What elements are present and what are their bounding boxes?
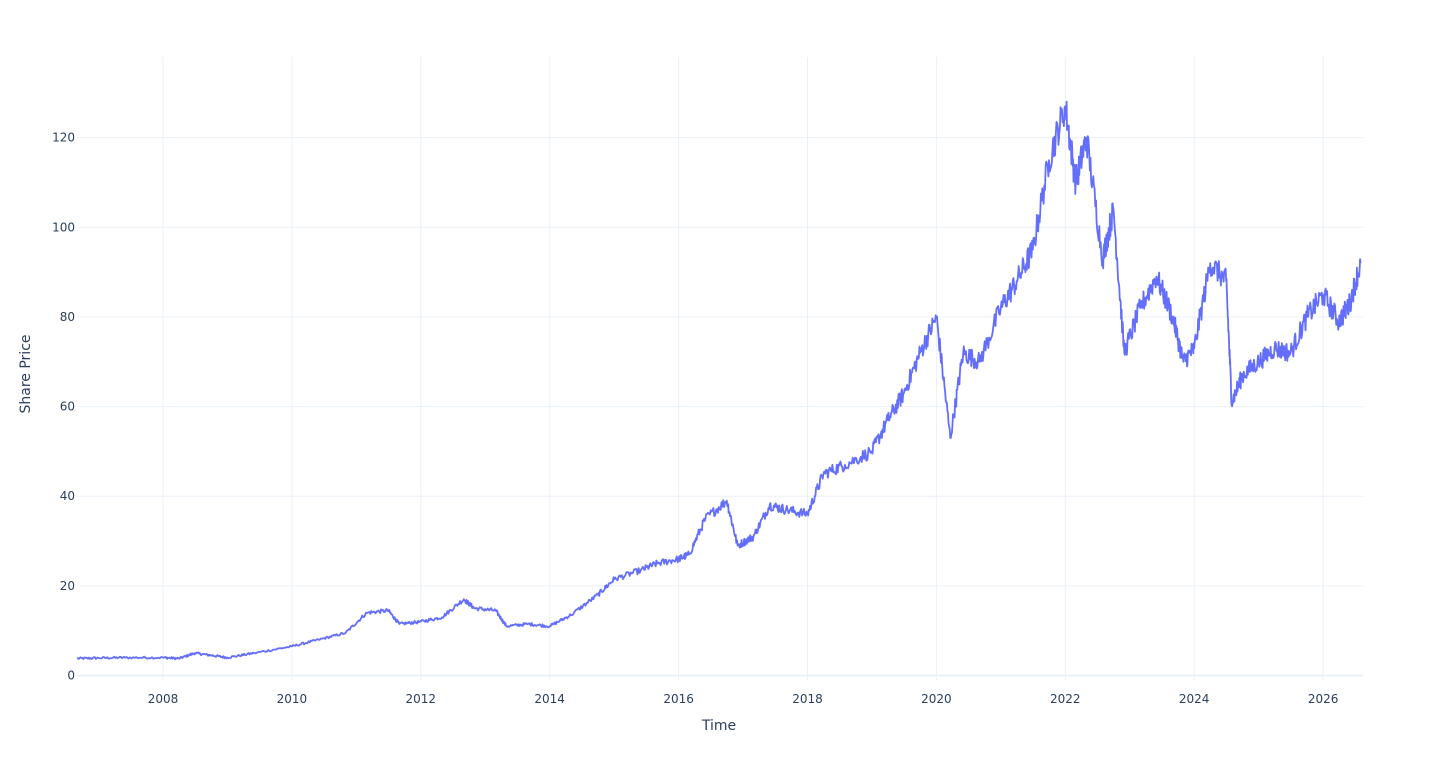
grid-layer [77, 57, 1363, 680]
y-tick-labels: 0 20 40 60 80 100 120 [52, 131, 75, 683]
y-tick-label: 60 [60, 400, 75, 414]
y-tick-label: 40 [60, 489, 75, 503]
y-tick-label: 100 [52, 220, 75, 234]
x-tick-label: 2018 [792, 692, 823, 706]
y-tick-label: 120 [52, 131, 75, 145]
y-tick-label: 80 [60, 310, 75, 324]
series-layer [76, 100, 1362, 661]
x-tick-label: 2010 [277, 692, 308, 706]
x-tick-label: 2022 [1050, 692, 1081, 706]
x-tick-label: 2024 [1179, 692, 1210, 706]
x-tick-label: 2026 [1308, 692, 1339, 706]
x-tick-label: 2012 [406, 692, 437, 706]
x-tick-labels: 2008 2010 2012 2014 2016 2018 2020 2022 2024 2026 [148, 692, 1339, 706]
x-tick-label: 2014 [534, 692, 565, 706]
x-tick-label: 2008 [148, 692, 179, 706]
y-axis-title: Share Price [18, 334, 34, 413]
y-tick-label: 0 [67, 669, 75, 683]
y-tick-label: 20 [60, 579, 75, 593]
share-price-line [76, 100, 1362, 661]
x-tick-label: 2020 [921, 692, 952, 706]
x-axis-title: Time [701, 718, 736, 734]
x-tick-label: 2016 [663, 692, 694, 706]
